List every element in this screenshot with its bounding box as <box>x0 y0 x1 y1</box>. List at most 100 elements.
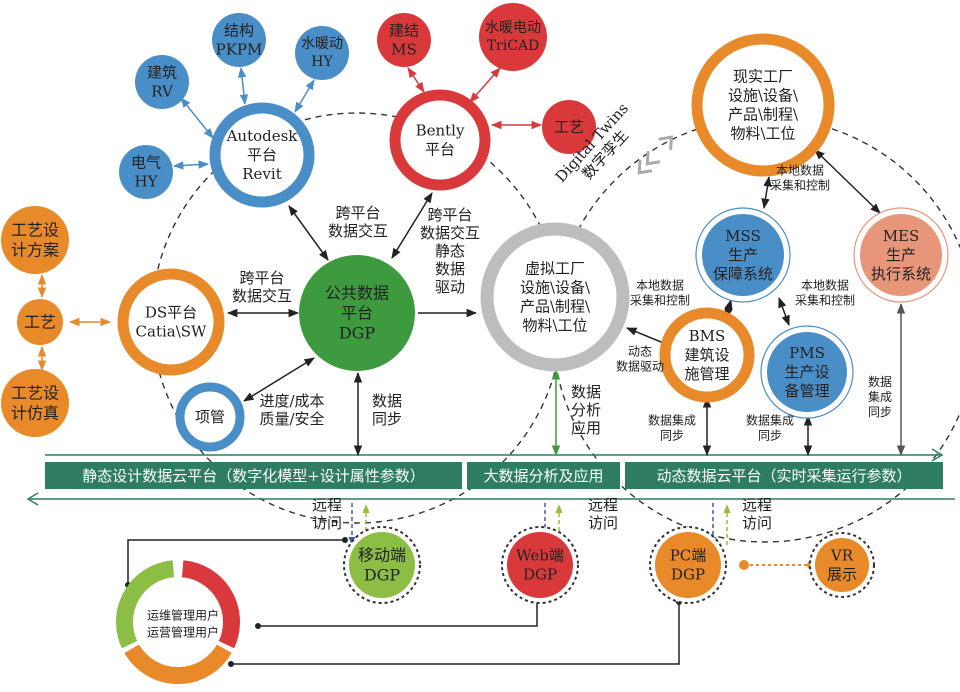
node-label-rv: 建筑 <box>147 64 177 82</box>
node-label-pc: DGP <box>671 566 705 584</box>
edge-label-real-local: 采集和控制 <box>770 178 830 193</box>
node-process-r <box>542 100 596 154</box>
node-ring <box>209 102 315 208</box>
bidirectional-arrow <box>814 149 881 214</box>
edge-label-bently-dgp: 驱动 <box>435 278 465 296</box>
node-real <box>691 33 835 177</box>
platform-bar-3 <box>625 462 943 489</box>
node-rv <box>135 55 189 109</box>
node-label-tricad: TriCAD <box>487 38 540 54</box>
node-pm <box>175 382 245 452</box>
edge-label-ds-dgp: 跨平台 <box>239 269 284 287</box>
node-proc-plan <box>1 206 69 274</box>
node-label-pm: 项管 <box>195 408 225 426</box>
node-ring <box>175 382 245 452</box>
node-vr <box>809 532 875 598</box>
node-circle <box>295 26 349 80</box>
node-elec-hy <box>119 145 173 199</box>
node-label-virtual: 物料\工位 <box>522 317 587 335</box>
arrow-head-right-icon <box>931 448 944 462</box>
node-circle <box>135 55 189 109</box>
node-autodesk <box>209 102 315 208</box>
edge-label-mss-pms-local: 本地数据 <box>801 278 849 293</box>
node-circle <box>507 532 573 598</box>
edge-label-bms-sync: 数据集成 <box>648 413 696 428</box>
edge-label-autodesk-dgp: 跨平台 <box>335 204 380 222</box>
node-pms <box>760 325 854 419</box>
node-label-pms: PMS <box>789 344 825 362</box>
node-label-mobile: DGP <box>364 566 401 585</box>
edge-label-mes-sync: 同步 <box>868 405 892 419</box>
node-label-ms: MS <box>391 41 417 59</box>
bidirectional-arrow <box>469 67 501 103</box>
node-label-mss: 保障系统 <box>713 265 773 283</box>
node-label-hvac-hy: 水暖动 <box>301 36 343 52</box>
node-ring <box>659 307 755 403</box>
node-pc <box>649 526 727 604</box>
node-label-vr: VR <box>830 547 854 565</box>
edge-label-remote1: 访问 <box>312 514 342 532</box>
chevron-icon <box>637 159 653 175</box>
edge-label-dgp-sync: 同步 <box>372 410 402 428</box>
bidirectional-arrow <box>407 67 425 93</box>
node-mes <box>853 207 949 303</box>
platform-bar-2 <box>467 462 620 489</box>
node-pkpm <box>212 13 266 67</box>
node-label-mes: 执行系统 <box>871 265 931 283</box>
node-circle <box>119 145 173 199</box>
node-tricad <box>479 3 547 71</box>
node-ring <box>117 268 225 376</box>
edge-label-bently-dgp: 静态 <box>435 242 465 260</box>
node-label-bms: 施管理 <box>684 365 729 383</box>
node-label-real: 产品\制程\ <box>728 106 799 124</box>
node-circle <box>815 538 869 592</box>
edge-label-mss-bms-local: 采集和控制 <box>630 293 690 308</box>
edge-label-ds-dgp: 数据交互 <box>232 287 292 305</box>
node-circle <box>1 369 69 437</box>
node-ring <box>480 222 630 372</box>
node-label-ds: Catia\SW <box>136 323 208 341</box>
user-ring-segment-orange <box>124 644 232 684</box>
platform-bar-label-1: 静态设计数据云平台（数字化模型+设计属性参数） <box>82 467 425 485</box>
node-label-proc-plan: 工艺设 <box>11 221 59 240</box>
platform-bar-1 <box>45 462 462 489</box>
node-label-hvac-hy: HY <box>311 54 333 70</box>
bidirectional-arrow <box>180 97 214 139</box>
link-dot <box>228 661 234 667</box>
node-label-ds: DS平台 <box>145 304 197 322</box>
user-ring-segment-red <box>181 560 240 649</box>
edge-label-bms-sync: 同步 <box>660 429 684 443</box>
bidirectional-arrow <box>761 175 772 210</box>
node-label-dgp: 公共数据 <box>325 284 389 303</box>
node-label-autodesk: Revit <box>242 165 281 183</box>
chevron-icon <box>658 135 673 150</box>
edge-label-autodesk-dgp: 数据交互 <box>328 222 388 240</box>
link-dot <box>255 623 261 629</box>
bidirectional-arrow <box>172 160 210 170</box>
edge-label-bms-dynamic: 动态 <box>628 345 652 359</box>
bidirectional-arrow <box>391 192 433 259</box>
node-circle <box>655 532 721 598</box>
node-label-virtual: 虚拟工厂 <box>525 260 585 278</box>
node-label-ms: 建结 <box>389 22 419 40</box>
node-label-proc-plan: 计方案 <box>11 241 59 260</box>
node-circle <box>702 214 784 296</box>
link-dot <box>342 537 348 543</box>
node-label-real: 物料\工位 <box>730 125 795 143</box>
node-ms <box>377 13 431 67</box>
bidirectional-arrow <box>237 66 249 106</box>
bidirectional-arrow <box>294 79 315 113</box>
pc-user-link <box>231 602 680 665</box>
arrow-head-left-icon <box>26 492 39 506</box>
edge-label-analysis: 分析 <box>571 401 601 419</box>
edge-label-pms-sync: 同步 <box>758 429 782 443</box>
node-proc <box>17 299 63 345</box>
node-circle <box>212 13 266 67</box>
edge-label-remote3: 访问 <box>742 514 772 532</box>
node-label-pc: PC端 <box>670 547 707 565</box>
edge-label-bently-dgp: 数据交互 <box>420 224 480 242</box>
node-circle <box>17 299 63 345</box>
node-bms <box>659 307 755 403</box>
user-ring-segment-green <box>116 560 175 649</box>
